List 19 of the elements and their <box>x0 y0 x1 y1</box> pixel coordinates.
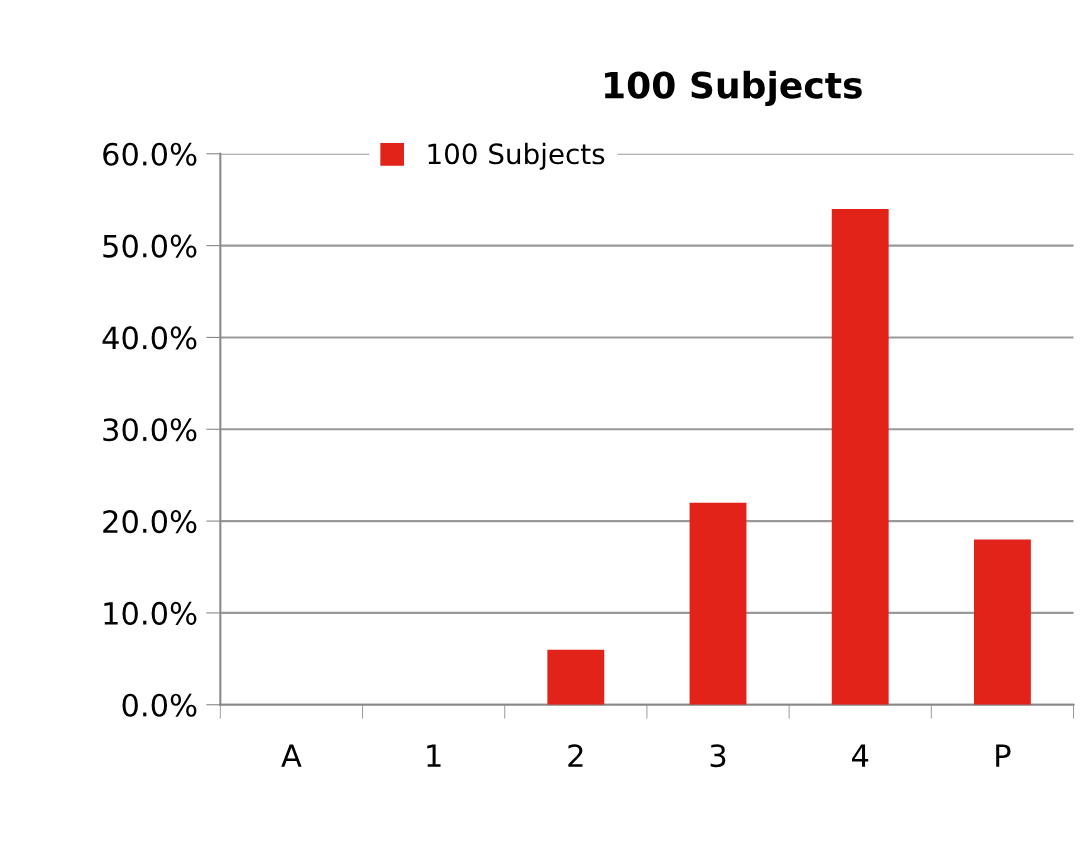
y-tick-label: 60.0% <box>103 142 197 166</box>
bar <box>547 649 605 705</box>
y-tick-label: 10.0% <box>104 601 197 625</box>
bar <box>831 208 889 705</box>
x-tick-label: 2 <box>568 744 583 767</box>
y-tick-label: 0.0% <box>122 693 197 717</box>
x-tick-label: 4 <box>851 744 869 767</box>
y-tick-label: 30.0% <box>103 418 197 442</box>
x-tick-label: P <box>996 744 1011 767</box>
x-tick-label: A <box>281 744 302 767</box>
y-tick-label: 40.0% <box>102 326 197 350</box>
x-tick-label: 1 <box>427 744 441 767</box>
legend-label: 100 Subjects <box>428 142 605 170</box>
chart-title: 100 Subjects <box>605 70 862 107</box>
y-tick-label: 20.0% <box>103 510 197 534</box>
x-tick-label: 3 <box>710 744 726 768</box>
y-tick-label: 50.0% <box>103 234 197 258</box>
bar <box>973 539 1031 705</box>
bar <box>689 502 747 705</box>
